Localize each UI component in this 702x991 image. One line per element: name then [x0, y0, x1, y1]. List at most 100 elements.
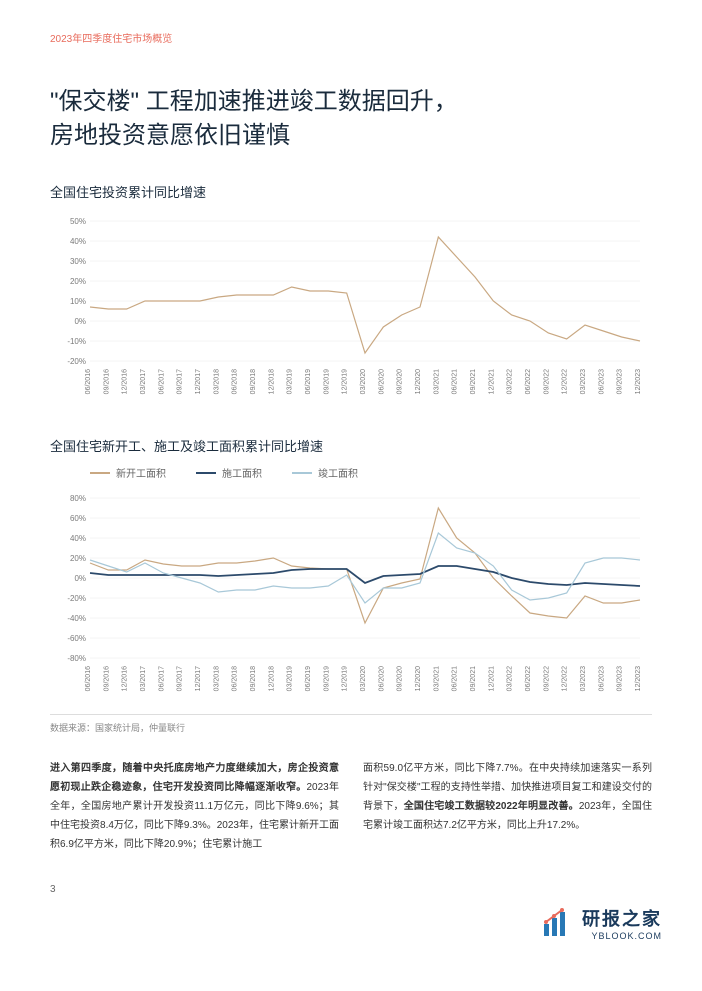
svg-text:12/2021: 12/2021 — [488, 369, 495, 394]
svg-text:03/2022: 03/2022 — [507, 369, 514, 394]
svg-text:09/2019: 09/2019 — [323, 369, 330, 394]
svg-text:12/2023: 12/2023 — [635, 666, 642, 691]
svg-text:09/2020: 09/2020 — [397, 369, 404, 394]
chart-1-svg: -20%-10%0%10%20%30%40%50%06/201609/20161… — [50, 211, 650, 411]
svg-text:06/2019: 06/2019 — [305, 369, 312, 394]
svg-text:03/2021: 03/2021 — [433, 666, 440, 691]
title-line-1: "保交楼" 工程加速推进竣工数据回升， — [50, 88, 458, 115]
svg-text:03/2017: 03/2017 — [140, 369, 147, 394]
svg-text:06/2021: 06/2021 — [452, 369, 459, 394]
svg-text:06/2018: 06/2018 — [232, 369, 239, 394]
title-line-2: 房地投资意愿依旧谨慎 — [50, 122, 290, 149]
svg-text:06/2022: 06/2022 — [525, 369, 532, 394]
chart-1-title: 全国住宅投资累计同比增速 — [50, 182, 652, 201]
svg-text:03/2023: 03/2023 — [580, 666, 587, 691]
svg-text:80%: 80% — [70, 494, 86, 503]
legend-swatch — [196, 472, 216, 474]
chart-2-legend: 新开工面积 施工面积 竣工面积 — [90, 465, 652, 480]
svg-text:03/2023: 03/2023 — [580, 369, 587, 394]
svg-text:12/2023: 12/2023 — [635, 369, 642, 394]
svg-text:20%: 20% — [70, 554, 86, 563]
legend-item: 新开工面积 — [90, 465, 166, 480]
svg-text:0%: 0% — [74, 317, 86, 326]
data-source: 数据来源：国家统计局，仲量联行 — [50, 714, 652, 734]
svg-text:06/2022: 06/2022 — [525, 666, 532, 691]
chart-1-wrap: 全国住宅投资累计同比增速 -20%-10%0%10%20%30%40%50%06… — [50, 182, 652, 411]
legend-item: 竣工面积 — [292, 465, 358, 480]
svg-text:12/2021: 12/2021 — [488, 666, 495, 691]
svg-text:-80%: -80% — [67, 654, 86, 663]
svg-text:03/2018: 03/2018 — [213, 666, 220, 691]
svg-text:06/2016: 06/2016 — [85, 369, 92, 394]
svg-text:09/2023: 09/2023 — [617, 666, 624, 691]
svg-text:-20%: -20% — [67, 594, 86, 603]
body-text: 进入第四季度，随着中央托底房地产力度继续加大，房企投资意愿初现止跌企稳迹象，住宅… — [50, 759, 652, 854]
page-title: "保交楼" 工程加速推进竣工数据回升， 房地投资意愿依旧谨慎 — [50, 85, 652, 152]
svg-text:12/2022: 12/2022 — [562, 369, 569, 394]
watermark-icon — [540, 906, 574, 940]
chart-2-svg: -80%-60%-40%-20%0%20%40%60%80%06/201609/… — [50, 488, 650, 708]
svg-text:-40%: -40% — [67, 614, 86, 623]
page-number: 3 — [50, 884, 652, 895]
legend-label: 竣工面积 — [318, 465, 358, 480]
legend-label: 新开工面积 — [116, 465, 166, 480]
svg-text:0%: 0% — [74, 574, 86, 583]
svg-text:03/2020: 03/2020 — [360, 369, 367, 394]
svg-text:60%: 60% — [70, 514, 86, 523]
chart-2-title: 全国住宅新开工、施工及竣工面积累计同比增速 — [50, 436, 652, 455]
svg-text:09/2017: 09/2017 — [177, 369, 184, 394]
svg-text:06/2020: 06/2020 — [378, 369, 385, 394]
svg-text:06/2018: 06/2018 — [232, 666, 239, 691]
svg-text:12/2016: 12/2016 — [122, 369, 129, 394]
legend-label: 施工面积 — [222, 465, 262, 480]
svg-text:09/2023: 09/2023 — [617, 369, 624, 394]
svg-text:12/2019: 12/2019 — [342, 666, 349, 691]
svg-text:03/2022: 03/2022 — [507, 666, 514, 691]
svg-text:09/2021: 09/2021 — [470, 369, 477, 394]
svg-text:10%: 10% — [70, 297, 86, 306]
header-tag: 2023年四季度住宅市场概览 — [50, 30, 652, 45]
svg-text:09/2019: 09/2019 — [323, 666, 330, 691]
svg-text:09/2016: 09/2016 — [103, 369, 110, 394]
svg-text:12/2020: 12/2020 — [415, 666, 422, 691]
svg-text:09/2020: 09/2020 — [397, 666, 404, 691]
svg-text:12/2017: 12/2017 — [195, 369, 202, 394]
svg-text:03/2017: 03/2017 — [140, 666, 147, 691]
svg-text:-10%: -10% — [67, 337, 86, 346]
svg-text:06/2019: 06/2019 — [305, 666, 312, 691]
legend-swatch — [90, 472, 110, 474]
svg-text:12/2018: 12/2018 — [268, 666, 275, 691]
svg-text:06/2023: 06/2023 — [598, 666, 605, 691]
svg-text:03/2019: 03/2019 — [287, 666, 294, 691]
watermark-en: YBLOOK.COM — [582, 931, 662, 941]
legend-swatch — [292, 472, 312, 474]
body-col-2: 面积59.0亿平方米，同比下降7.7%。在中央持续加速落实一系列针对"保交楼"工… — [363, 759, 652, 854]
svg-text:03/2019: 03/2019 — [287, 369, 294, 394]
svg-text:09/2017: 09/2017 — [177, 666, 184, 691]
svg-text:-20%: -20% — [67, 357, 86, 366]
svg-text:12/2017: 12/2017 — [195, 666, 202, 691]
svg-text:06/2017: 06/2017 — [158, 369, 165, 394]
svg-text:20%: 20% — [70, 277, 86, 286]
svg-text:09/2022: 09/2022 — [543, 666, 550, 691]
svg-text:09/2022: 09/2022 — [543, 369, 550, 394]
body-col-1: 进入第四季度，随着中央托底房地产力度继续加大，房企投资意愿初现止跌企稳迹象，住宅… — [50, 759, 339, 854]
svg-text:09/2021: 09/2021 — [470, 666, 477, 691]
svg-text:40%: 40% — [70, 534, 86, 543]
chart-2-wrap: 全国住宅新开工、施工及竣工面积累计同比增速 新开工面积 施工面积 竣工面积 -80%… — [50, 436, 652, 734]
svg-text:40%: 40% — [70, 237, 86, 246]
svg-text:06/2023: 06/2023 — [598, 369, 605, 394]
svg-text:03/2020: 03/2020 — [360, 666, 367, 691]
svg-text:09/2018: 09/2018 — [250, 369, 257, 394]
svg-text:12/2022: 12/2022 — [562, 666, 569, 691]
watermark-cn: 研报之家 — [582, 909, 662, 929]
svg-text:50%: 50% — [70, 217, 86, 226]
svg-text:09/2016: 09/2016 — [103, 666, 110, 691]
svg-text:-60%: -60% — [67, 634, 86, 643]
svg-text:03/2021: 03/2021 — [433, 369, 440, 394]
svg-text:06/2017: 06/2017 — [158, 666, 165, 691]
svg-text:12/2018: 12/2018 — [268, 369, 275, 394]
svg-text:12/2019: 12/2019 — [342, 369, 349, 394]
svg-text:12/2016: 12/2016 — [122, 666, 129, 691]
legend-item: 施工面积 — [196, 465, 262, 480]
